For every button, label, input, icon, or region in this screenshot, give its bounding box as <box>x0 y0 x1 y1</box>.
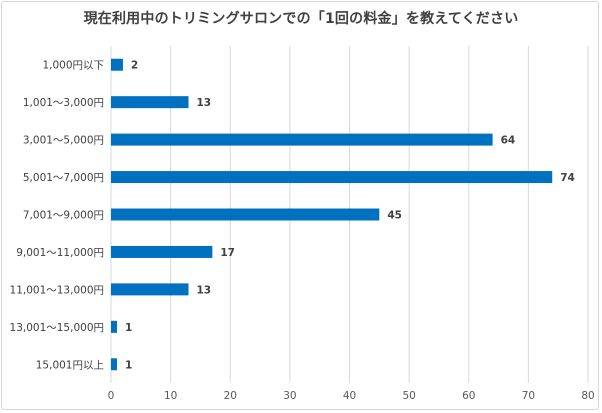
bar <box>111 96 189 109</box>
value-axis: 0 10 20 30 40 50 60 70 80 <box>108 390 595 402</box>
x-tick-label: 70 <box>522 390 535 402</box>
bar <box>111 283 189 296</box>
data-label: 1 <box>125 322 132 334</box>
y-tick-label: 1,000円以下 <box>42 60 104 72</box>
data-label: 17 <box>220 247 235 259</box>
y-tick-label: 9,001〜11,000円 <box>16 247 104 259</box>
y-tick-label: 3,001〜5,000円 <box>23 135 104 147</box>
data-label: 2 <box>131 60 138 72</box>
bar <box>111 133 493 146</box>
x-tick-label: 10 <box>164 390 177 402</box>
y-tick-label: 1,001〜3,000円 <box>23 97 104 109</box>
y-tick-label: 5,001〜7,000円 <box>23 172 104 184</box>
x-tick-label: 80 <box>581 390 594 402</box>
bar <box>111 171 553 184</box>
x-tick-label: 50 <box>402 390 415 402</box>
bar <box>111 245 213 258</box>
x-tick-label: 0 <box>108 390 115 402</box>
bar <box>111 58 123 71</box>
x-tick-label: 40 <box>343 390 356 402</box>
data-label: 64 <box>501 135 516 147</box>
data-label: 1 <box>125 359 132 371</box>
x-tick-label: 60 <box>462 390 475 402</box>
x-tick-label: 30 <box>283 390 296 402</box>
bar <box>111 320 117 333</box>
bar <box>111 358 117 371</box>
y-tick-label: 11,001〜13,000円 <box>10 284 104 296</box>
y-tick-label: 15,001円以上 <box>36 359 104 371</box>
category-axis: 1,000円以下 1,001〜3,000円 3,001〜5,000円 5,001〜7,… <box>10 60 104 372</box>
data-label: 74 <box>560 172 575 184</box>
data-labels: 2 13 64 74 45 17 13 1 1 <box>125 60 575 372</box>
data-label: 13 <box>197 284 212 296</box>
y-tick-label: 13,001〜15,000円 <box>10 322 104 334</box>
bars <box>111 58 553 371</box>
bar <box>111 208 380 221</box>
data-label: 45 <box>387 210 402 222</box>
data-label: 13 <box>197 97 212 109</box>
chart-title: 現在利用中のトリミングサロンでの「1回の料金」を教えてください <box>83 11 519 27</box>
y-tick-label: 7,001〜9,000円 <box>23 210 104 222</box>
x-tick-label: 20 <box>224 390 237 402</box>
